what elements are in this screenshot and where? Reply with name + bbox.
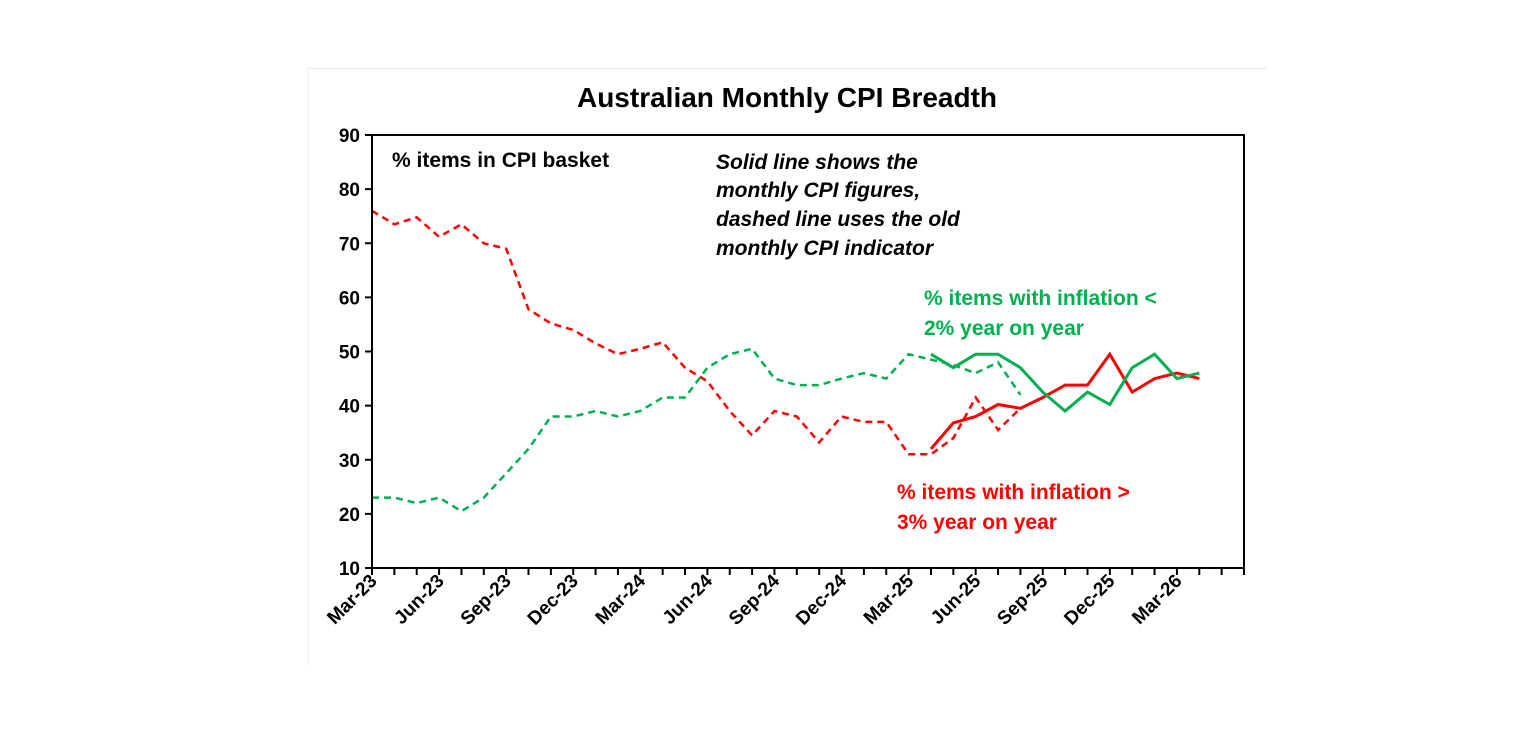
cpi-breadth-chart: Australian Monthly CPI Breadth 10 20 30 40 5… xyxy=(323,82,1245,630)
x-tick-label: Jun-24 xyxy=(659,570,717,628)
method-note-line: monthly CPI figures, xyxy=(716,179,920,202)
red-label-line: % items with inflation > xyxy=(897,481,1130,504)
y-tick-label: 10 xyxy=(339,559,360,580)
x-tick-label: Mar-25 xyxy=(860,570,918,628)
x-tick-label: Sep-24 xyxy=(725,570,784,629)
dashed-series-line-red xyxy=(371,209,1022,456)
method-note: Solid line shows the monthly CPI figures… xyxy=(716,151,961,260)
solid-series-line-green xyxy=(930,352,1200,413)
dashed-series-line-green xyxy=(372,347,1022,513)
method-note-line: monthly CPI indicator xyxy=(716,237,935,260)
y-unit-label: % items in CPI basket xyxy=(392,149,609,172)
x-tick-label: Mar-24 xyxy=(592,570,650,628)
y-tick-label: 40 xyxy=(339,397,360,418)
y-tick-label: 20 xyxy=(339,505,360,526)
x-tick-label: Jun-23 xyxy=(390,571,448,629)
method-note-line: Solid line shows the xyxy=(716,151,918,174)
series-lines xyxy=(371,209,1200,513)
y-axis-ticks: 10 20 30 40 50 60 70 80 90 xyxy=(339,126,372,580)
method-note-line: dashed line uses the old xyxy=(716,208,961,231)
x-axis-ticks: Mar-23 Jun-23 Sep-23 Dec-23 Mar-24 Jun-24 Sep-… xyxy=(323,568,1245,630)
solid-series-line-red xyxy=(929,351,1200,450)
x-tick-label: Sep-25 xyxy=(993,570,1052,629)
x-tick-label: Mar-26 xyxy=(1128,571,1186,629)
chart-frame: Australian Monthly CPI Breadth 10 20 30 40 5… xyxy=(308,68,1266,666)
x-tick-label: Jun-25 xyxy=(927,570,985,628)
y-tick-label: 70 xyxy=(339,234,360,255)
red-label-line: 3% year on year xyxy=(897,511,1057,534)
red-series-label: % items with inflation > 3% year on year xyxy=(897,481,1130,534)
green-label-line: 2% year on year xyxy=(924,317,1084,340)
plot-area-border xyxy=(371,134,1245,569)
x-tick-label: Dec-23 xyxy=(524,571,583,630)
green-series-label: % items with inflation < 2% year on year xyxy=(924,287,1157,340)
y-tick-label: 90 xyxy=(339,126,360,147)
chart-title: Australian Monthly CPI Breadth xyxy=(577,82,997,113)
y-tick-label: 80 xyxy=(339,180,360,201)
green-label-line: % items with inflation < xyxy=(924,287,1157,310)
x-tick-label: Sep-23 xyxy=(457,571,516,630)
x-tick-label: Dec-25 xyxy=(1060,570,1119,629)
y-tick-label: 50 xyxy=(339,343,360,364)
y-tick-label: 60 xyxy=(339,288,360,309)
x-tick-label: Dec-24 xyxy=(792,570,851,629)
y-tick-label: 30 xyxy=(339,451,360,472)
